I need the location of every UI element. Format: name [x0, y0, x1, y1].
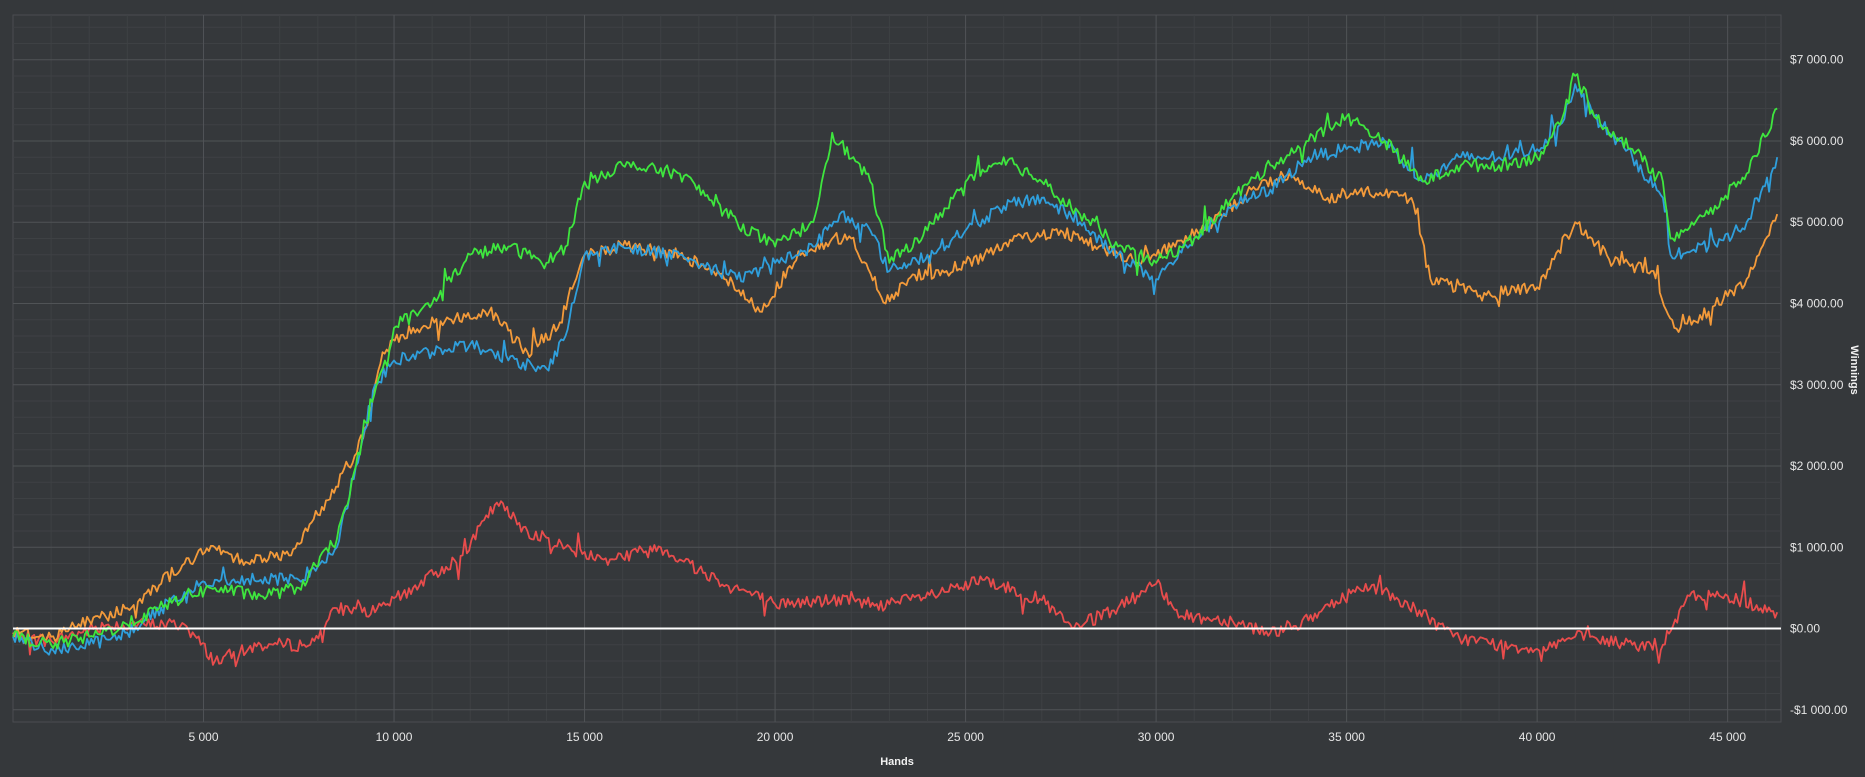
x-tick-label: 5 000	[189, 730, 219, 744]
x-tick-label: 10 000	[376, 730, 413, 744]
x-tick-label: 20 000	[757, 730, 794, 744]
x-axis-ticks: 5 000 10 000 15 000 20 000 25 000 30 000 35 00…	[189, 730, 1747, 744]
y-tick-label: $0.00	[1790, 622, 1820, 636]
series-lines	[12, 72, 1779, 668]
x-tick-label: 15 000	[566, 730, 603, 744]
series-line-1	[12, 170, 1779, 642]
series-line-3	[12, 72, 1778, 650]
y-tick-label: -$1 000.00	[1790, 703, 1848, 717]
x-tick-label: 45 000	[1709, 730, 1746, 744]
x-tick-label: 40 000	[1519, 730, 1556, 744]
y-tick-label: $5 000.00	[1790, 215, 1844, 229]
series-line-0	[12, 500, 1779, 668]
x-tick-label: 35 000	[1328, 730, 1365, 744]
x-tick-label: 25 000	[947, 730, 984, 744]
y-tick-label: $2 000.00	[1790, 459, 1844, 473]
x-tick-label: 30 000	[1138, 730, 1175, 744]
series-line-2	[12, 83, 1779, 656]
x-axis-title: Hands	[880, 756, 914, 768]
y-tick-label: $3 000.00	[1790, 378, 1844, 392]
y-tick-label: $1 000.00	[1790, 540, 1844, 554]
y-tick-label: $4 000.00	[1790, 296, 1844, 310]
y-tick-label: $6 000.00	[1790, 134, 1844, 148]
y-tick-label: $7 000.00	[1790, 53, 1844, 67]
y-axis-title: Winnings	[1848, 345, 1860, 394]
y-axis-ticks: -$1 000.00 $0.00 $1 000.00 $2 000.00 $3 000.…	[1790, 53, 1848, 717]
